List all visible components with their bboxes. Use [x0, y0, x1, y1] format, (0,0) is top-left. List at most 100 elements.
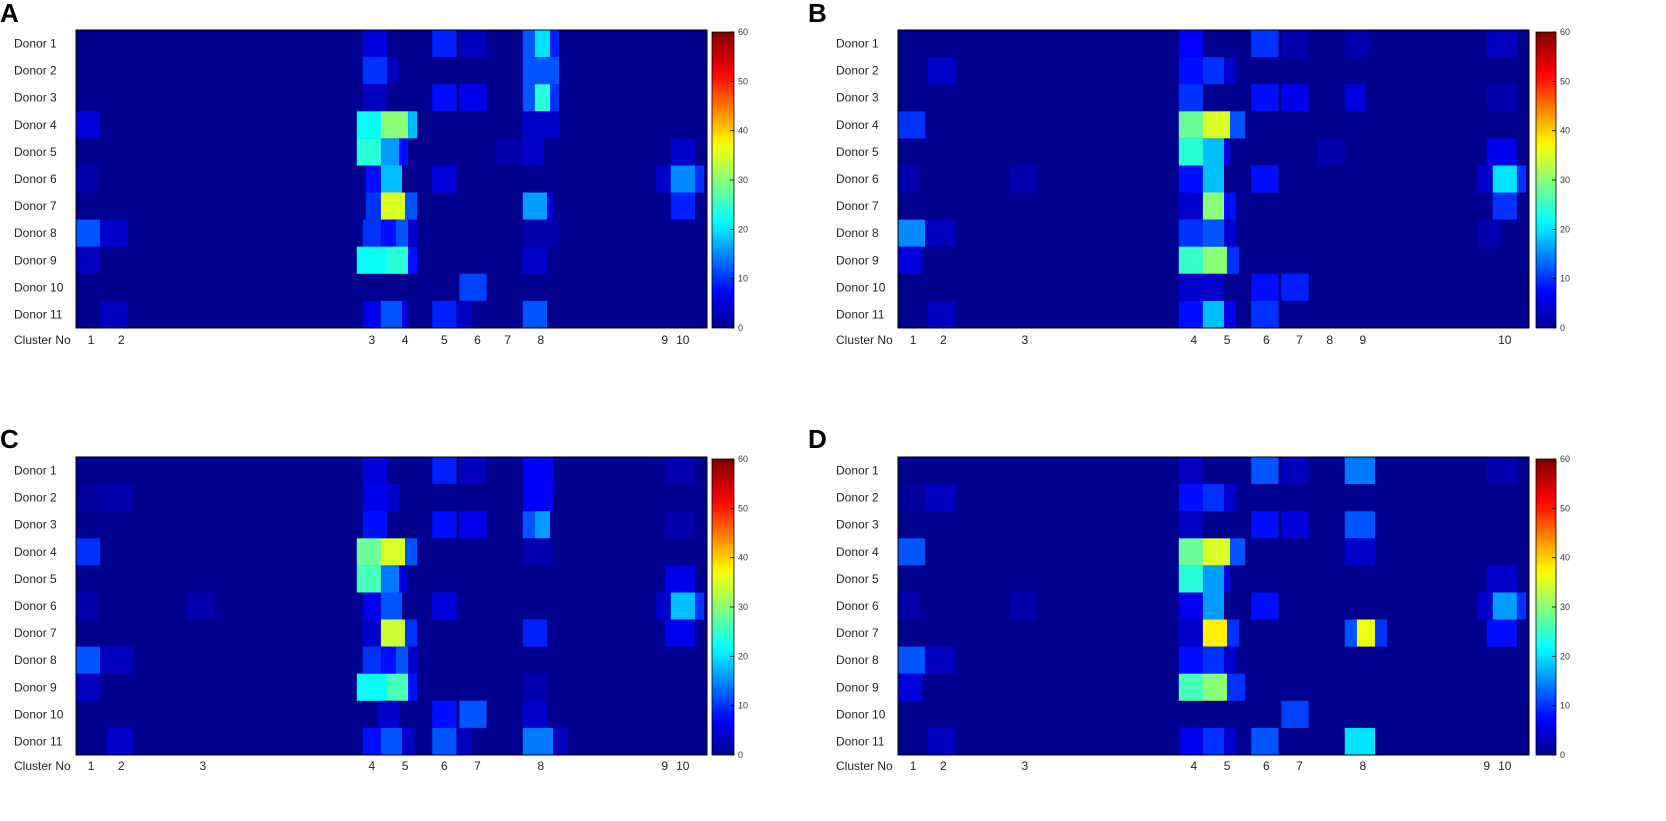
heatmap-cell — [553, 727, 569, 755]
heatmap-cell — [1178, 511, 1203, 539]
heatmap-cell — [76, 646, 101, 674]
heatmap-cell — [1486, 565, 1517, 593]
donor-row-label: Donor 9 — [836, 253, 879, 267]
heatmap-panel-b: B Donor 1 Donor 2 Donor 3 Donor 4 Donor 5 Dono… — [808, 0, 1570, 347]
donor-row-label: Donor 2 — [836, 64, 879, 78]
donor-row-label: Donor 8 — [14, 226, 57, 240]
donor-row-label: Donor 11 — [14, 735, 63, 749]
heatmap-cell — [387, 673, 409, 701]
donor-row-label: Donor 3 — [836, 91, 879, 105]
heatmap-cell — [1251, 511, 1279, 539]
heatmap-cell — [459, 457, 487, 485]
donor-row-label: Donor 9 — [14, 680, 57, 694]
cluster-tick-label: 8 — [538, 333, 545, 347]
heatmap-cell — [898, 646, 926, 674]
heatmap-cell — [459, 273, 487, 301]
heatmap-cell — [380, 619, 406, 647]
heatmap-cell — [1227, 673, 1246, 701]
cluster-tick-label: 4 — [1191, 759, 1198, 773]
heatmap-cell — [1224, 192, 1237, 220]
donor-row-label: Donor 6 — [836, 172, 879, 186]
heatmap-cell — [362, 300, 381, 328]
heatmap-cell — [408, 646, 418, 674]
heatmap-cell — [432, 727, 457, 755]
heatmap-cell — [670, 592, 695, 620]
heatmap-cell — [522, 84, 535, 112]
heatmap-cell — [534, 30, 550, 58]
heatmap-cell — [1344, 727, 1375, 755]
donor-row-label: Donor 8 — [14, 653, 57, 667]
heatmap-cell — [1486, 30, 1517, 58]
heatmap-cell — [396, 646, 409, 674]
heatmap-cell — [1202, 192, 1224, 220]
cluster-tick-label: 10 — [1498, 333, 1512, 347]
heatmap-cell — [1230, 111, 1246, 139]
donor-row-label: Donor 10 — [836, 707, 886, 721]
panel-letter: D — [808, 424, 827, 454]
cluster-tick-label: 1 — [88, 759, 95, 773]
heatmap-cell — [1281, 84, 1309, 112]
cluster-axis-caption: Cluster No — [14, 333, 71, 347]
heatmap-cell — [522, 727, 553, 755]
heatmap-cell — [522, 30, 535, 58]
heatmap-cell — [1202, 592, 1224, 620]
heatmap-cell — [76, 673, 101, 701]
heatmap-cell — [522, 57, 559, 85]
heatmap-cell — [534, 511, 550, 539]
donor-row-label: Donor 6 — [14, 172, 57, 186]
cluster-tick-label: 8 — [1360, 759, 1367, 773]
heatmap-frame — [897, 29, 1530, 329]
donor-row-label: Donor 6 — [14, 599, 57, 613]
heatmap-cell — [1178, 30, 1203, 58]
heatmap-cell — [100, 646, 134, 674]
heatmap-cell — [76, 246, 101, 274]
heatmap-cell — [670, 165, 695, 193]
cluster-tick-label: 6 — [474, 333, 481, 347]
donor-row-label: Donor 5 — [14, 145, 57, 159]
donor-row-label: Donor 3 — [14, 518, 57, 532]
heatmap-cell — [432, 30, 457, 58]
heatmap-cell — [1344, 457, 1375, 485]
heatmap-cell — [928, 57, 956, 85]
cluster-tick-label: 2 — [118, 333, 125, 347]
heatmap-cell — [1492, 192, 1517, 220]
cluster-tick-label: 5 — [441, 333, 448, 347]
cluster-tick-label: 9 — [661, 759, 668, 773]
heatmap-cell — [362, 511, 387, 539]
heatmap-cell — [380, 646, 396, 674]
heatmap-cell — [1230, 538, 1246, 566]
heatmap-cell — [456, 727, 472, 755]
heatmap-cell — [1516, 165, 1526, 193]
colorbar-tick-label: 30 — [1560, 602, 1570, 612]
heatmap-cell — [1178, 300, 1203, 328]
heatmap-cell — [664, 511, 695, 539]
heatmap-cell — [925, 219, 956, 247]
donor-row-label: Donor 5 — [836, 572, 879, 586]
donor-row-label: Donor 6 — [836, 599, 879, 613]
donor-row-label: Donor 4 — [14, 545, 57, 559]
colorbar-tick-label: 50 — [738, 76, 748, 86]
heatmap-cell — [664, 565, 695, 593]
heatmap-cell — [1251, 165, 1279, 193]
heatmap-cell — [459, 511, 487, 539]
donor-row-label: Donor 10 — [836, 280, 886, 294]
heatmap-cell — [1344, 538, 1375, 566]
heatmap-cell — [1224, 565, 1231, 593]
heatmap-frame — [75, 29, 708, 329]
colorbar-tick-label: 20 — [1560, 651, 1570, 661]
colorbar-tick-label: 10 — [738, 274, 748, 284]
heatmap-cell — [898, 538, 926, 566]
heatmap-cell — [405, 538, 418, 566]
heatmap-cell — [522, 219, 559, 247]
heatmap-cell — [694, 165, 704, 193]
heatmap-cell — [1492, 165, 1517, 193]
colorbar-tick-label: 40 — [738, 553, 748, 563]
donor-row-label: Donor 7 — [14, 626, 57, 640]
heatmap-cell — [898, 592, 920, 620]
colorbar-tick-label: 0 — [1560, 323, 1565, 333]
donor-row-label: Donor 8 — [836, 226, 879, 240]
heatmap-cell — [1224, 57, 1237, 85]
heatmap-cell — [356, 246, 387, 274]
heatmap-cell — [1202, 646, 1224, 674]
heatmap-panel-a: A Donor 1 Donor 2 Donor 3 Donor 4 Donor 5 Dono… — [0, 0, 748, 347]
